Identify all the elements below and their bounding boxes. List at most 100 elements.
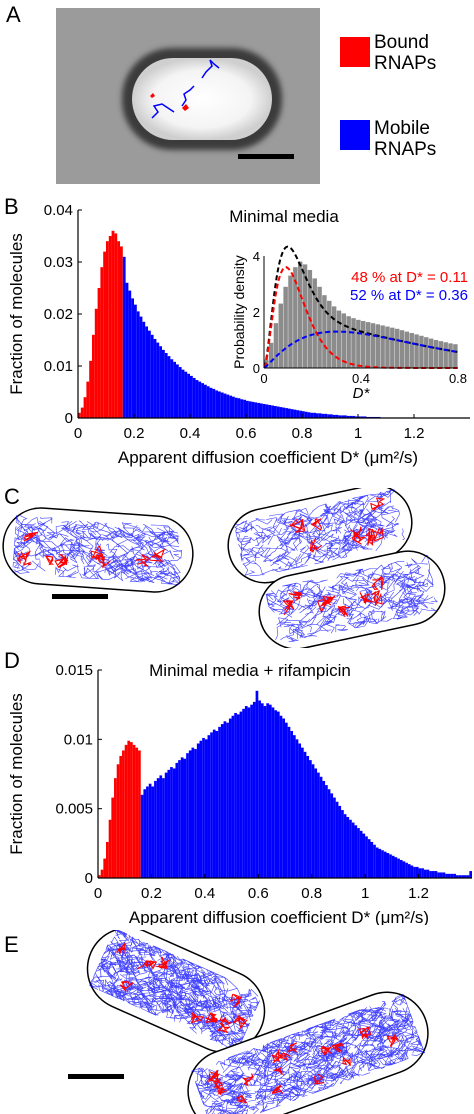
histogram-bar (164, 353, 168, 418)
histogram-bar (316, 413, 319, 418)
inset-x-axis-label: D* (353, 385, 371, 402)
histogram-bar (229, 395, 232, 418)
histogram-bar (455, 875, 459, 878)
cell-tracks-e (68, 930, 429, 1114)
mobile-legend-line2: RNAPs (374, 139, 437, 160)
histogram-bar (80, 407, 84, 418)
y-tick-label: 0.01 (44, 358, 73, 375)
histogram-bar (247, 707, 251, 878)
inset-bar (428, 338, 434, 368)
histogram-bar (255, 690, 259, 878)
histogram-bar (407, 864, 411, 878)
histogram-bar (83, 397, 87, 418)
histogram-bar (167, 769, 171, 878)
histogram-bar (358, 416, 361, 418)
inset-bar (317, 286, 322, 368)
histogram-bar (458, 875, 462, 878)
histogram-bar (156, 342, 160, 418)
histogram-bar (324, 413, 328, 418)
x-tick-label: 1 (361, 885, 369, 902)
histogram-bar (333, 797, 336, 878)
x-tick-label: 1 (354, 425, 362, 442)
histogram-bar (265, 404, 269, 418)
histogram-bar (228, 718, 232, 878)
histogram-bar (429, 871, 432, 878)
histogram-bar (98, 875, 101, 878)
histogram-bar (295, 739, 299, 878)
bound-tracks (208, 1026, 400, 1104)
histogram-bar (293, 409, 297, 418)
histogram-bar (346, 816, 350, 878)
histogram-bars (78, 230, 414, 418)
histogram-bar (240, 399, 244, 418)
panel-label-b: B (4, 194, 19, 219)
inset-y-tick-label: 0 (253, 361, 260, 376)
inset-bar (370, 323, 376, 368)
histogram-bar (293, 735, 296, 878)
histogram-bar (122, 256, 126, 418)
scale-bar (238, 154, 294, 159)
histogram-bar (252, 701, 256, 878)
panel-label-a: A (6, 2, 21, 27)
x-tick-label: 0 (74, 425, 82, 442)
histogram-bar (187, 373, 190, 418)
inset-bar (351, 318, 356, 368)
bound-legend-line1: Bound (374, 32, 429, 53)
inset-bar (399, 330, 405, 368)
histogram-bar (338, 805, 342, 878)
histogram-bar (251, 401, 255, 418)
inset-bar (331, 306, 337, 368)
histogram-bar (351, 822, 355, 878)
histogram-bar (242, 708, 245, 878)
histogram-bar (139, 316, 143, 418)
bound-legend-swatch (340, 37, 370, 67)
inset-bar (424, 337, 429, 368)
y-axis-label: Fraction of molecules (7, 693, 26, 855)
histogram-bar (282, 407, 286, 418)
histogram-bar (421, 868, 424, 878)
histogram-bar (195, 380, 199, 418)
histogram-bar (314, 768, 318, 878)
x-axis-label: Apparent diffusion coefficient D* (μm²/s… (118, 448, 418, 467)
mobile-tracks (89, 930, 260, 1050)
histogram-bar (355, 416, 358, 418)
histogram-bar (138, 750, 141, 878)
histogram-bars (98, 690, 472, 878)
histogram-bar (153, 338, 157, 418)
histogram-bar (437, 872, 440, 878)
histogram-bar (143, 789, 147, 878)
histogram-bar (124, 744, 128, 878)
mobile-tracks (191, 994, 426, 1114)
histogram-bar (405, 862, 408, 878)
histogram-bar (389, 854, 392, 878)
histogram-bar (335, 801, 339, 878)
inset-bar (433, 340, 439, 368)
inset-annotation-mobile: 52 % at D* = 0.36 (350, 287, 468, 304)
histogram-bar (190, 375, 193, 418)
panel-label-d: D (4, 648, 20, 673)
histogram-bar (194, 749, 197, 878)
inset-y-tick-label: 4 (253, 249, 260, 264)
histogram-bar (234, 712, 237, 878)
inset-y-axis-label: Probability density (231, 255, 247, 369)
histogram-bar (332, 414, 336, 418)
panel-label-c: C (4, 484, 20, 509)
histogram-bar (346, 415, 350, 418)
histogram-bar (439, 872, 443, 878)
histogram-bar (271, 405, 274, 418)
inset-bar (273, 323, 279, 368)
histogram-bar (130, 742, 133, 878)
histogram-bar (154, 780, 157, 878)
histogram-bar (117, 241, 120, 418)
histogram-bar (100, 869, 104, 878)
inset-bar (283, 286, 288, 368)
histogram-bar (285, 408, 288, 418)
histogram-bar (287, 726, 291, 878)
inset-bar (375, 324, 380, 368)
histogram-bar (181, 369, 185, 418)
histogram-bar (306, 755, 310, 878)
histogram-bar (309, 760, 312, 878)
histogram-bar (239, 711, 243, 878)
histogram-bar (218, 391, 221, 418)
inset-bar (453, 344, 458, 368)
